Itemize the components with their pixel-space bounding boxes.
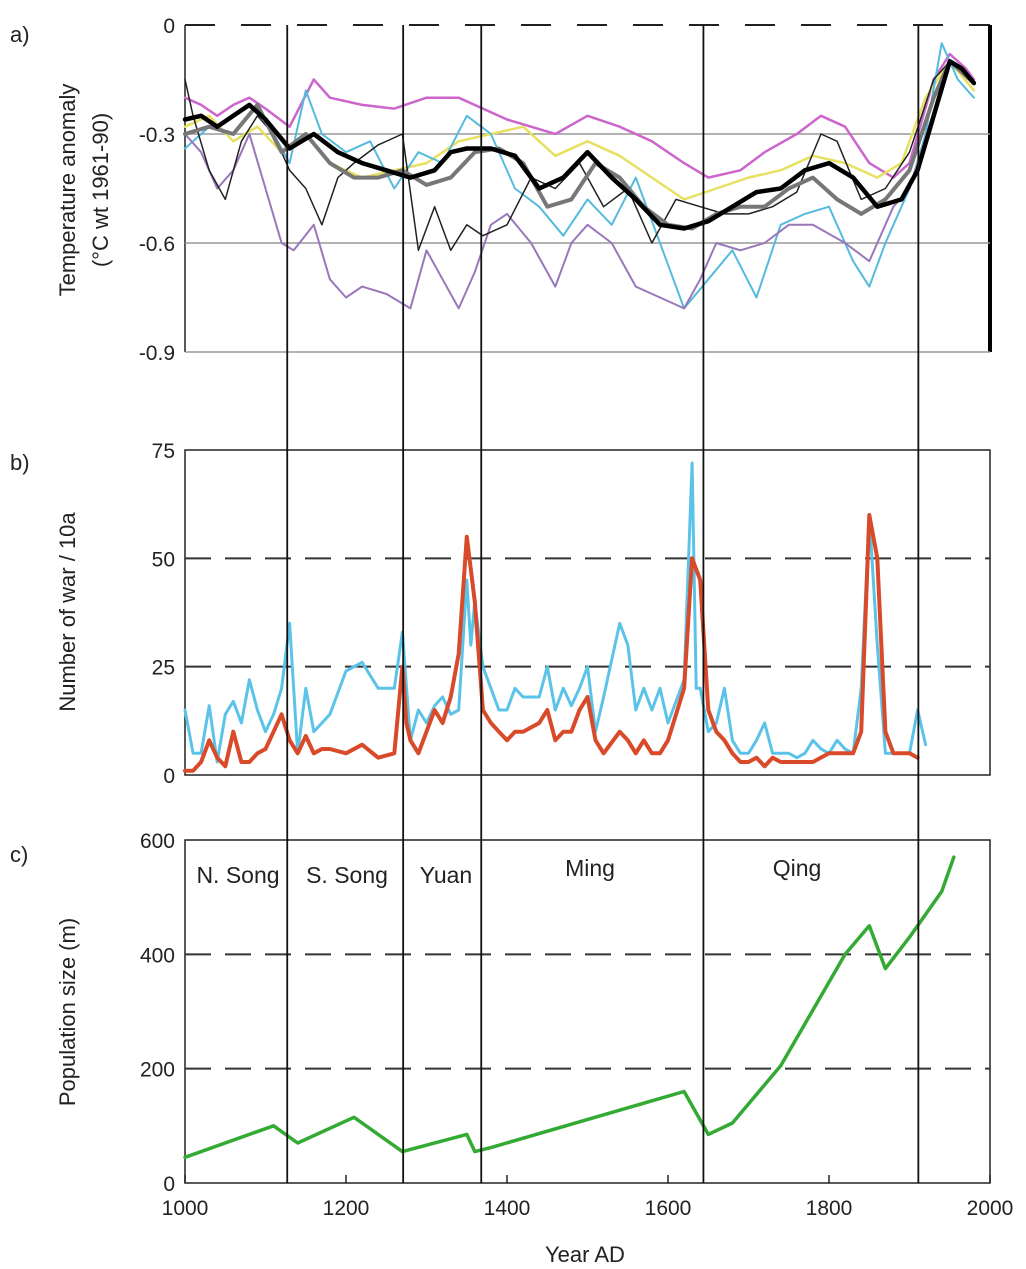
x-tick-label: 1600 — [645, 1197, 692, 1220]
panel-a-ytick-label: -0.6 — [139, 233, 175, 256]
panel-b-grid — [184, 449, 991, 776]
panel-a-series-line-4 — [184, 60, 975, 252]
panel-b-ytick-label: 75 — [152, 440, 175, 463]
panel-b-ytick-label: 0 — [163, 765, 175, 788]
panel-c-ytick-label: 400 — [140, 944, 175, 967]
panel-c-ytick-label: 0 — [163, 1173, 175, 1196]
panel-a-series-line-2 — [184, 42, 975, 310]
panel-b-yticks: 0 25 50 75 — [152, 440, 175, 788]
x-tick-label: 1000 — [162, 1197, 209, 1220]
panel-b-frame — [184, 449, 991, 776]
panel-a-ylabel: Temperature anomaly — [55, 84, 80, 297]
panel-a-ytick-label: -0.3 — [139, 124, 175, 147]
panel-a-yticks: 0 -0.3 -0.6 -0.9 — [139, 15, 175, 365]
dynasty-label-ming: Ming — [565, 855, 615, 881]
panel-b-series-line-1 — [183, 513, 920, 773]
panel-b-wars: b) Number of war / 10a 0 25 50 75 — [10, 440, 991, 788]
panel-a-series-line-0 — [183, 52, 976, 179]
dynasty-label-yuan: Yuan — [420, 862, 472, 888]
panel-b-ytick-label: 50 — [152, 548, 175, 571]
dynasty-boundary-lines — [286, 25, 920, 1183]
panel-a-series-line-5 — [183, 59, 976, 231]
panel-b-series-line-0 — [183, 461, 928, 764]
dynasty-label-n-song: N. Song — [196, 862, 279, 888]
panel-b-ylabel: Number of war / 10a — [55, 512, 80, 712]
panel-b-series — [183, 461, 928, 773]
panel-a-grid — [184, 24, 992, 353]
panel-c-ytick-label: 600 — [140, 830, 175, 853]
panel-c-yticks: 0 200 400 600 — [140, 830, 175, 1196]
dynasty-label-qing: Qing — [773, 855, 822, 881]
panel-a-ytick-label: -0.9 — [139, 342, 175, 365]
panel-c-xlabel: Year AD — [545, 1242, 625, 1267]
panel-c-series-line-0 — [183, 855, 956, 1160]
panel-a-label: a) — [10, 22, 30, 47]
panel-c-xticks: 1000 1200 1400 1600 1800 2000 — [162, 1175, 1014, 1220]
panel-c-frame — [184, 839, 991, 1184]
dynasty-label-s-song: S. Song — [306, 862, 388, 888]
panel-c-label: c) — [10, 842, 28, 867]
panel-a-ylabel-units: (°C wt 1961-90) — [88, 113, 113, 267]
panel-c-grid — [184, 839, 991, 1184]
x-tick-label: 1400 — [484, 1197, 531, 1220]
panel-a-series-line-6 — [182, 59, 977, 231]
panel-a-ytick-label: 0 — [163, 15, 175, 38]
panel-c-series — [183, 855, 956, 1160]
panel-c-ytick-label: 200 — [140, 1059, 175, 1082]
x-tick-label: 2000 — [967, 1197, 1014, 1220]
panel-b-label: b) — [10, 450, 30, 475]
panel-c-ylabel: Population size (m) — [55, 918, 80, 1106]
dynasty-labels: N. Song S. Song Yuan Ming Qing — [196, 855, 821, 888]
panel-a-series — [182, 42, 977, 310]
x-tick-label: 1800 — [806, 1197, 853, 1220]
panel-a-temperature: a) Temperature anomaly (°C wt 1961-90) 0… — [10, 15, 992, 365]
panel-c-population: c) Population size (m) 0 200 400 600 1000 12… — [10, 830, 1013, 1267]
panel-b-ytick-label: 25 — [152, 657, 175, 680]
x-tick-label: 1200 — [323, 1197, 370, 1220]
